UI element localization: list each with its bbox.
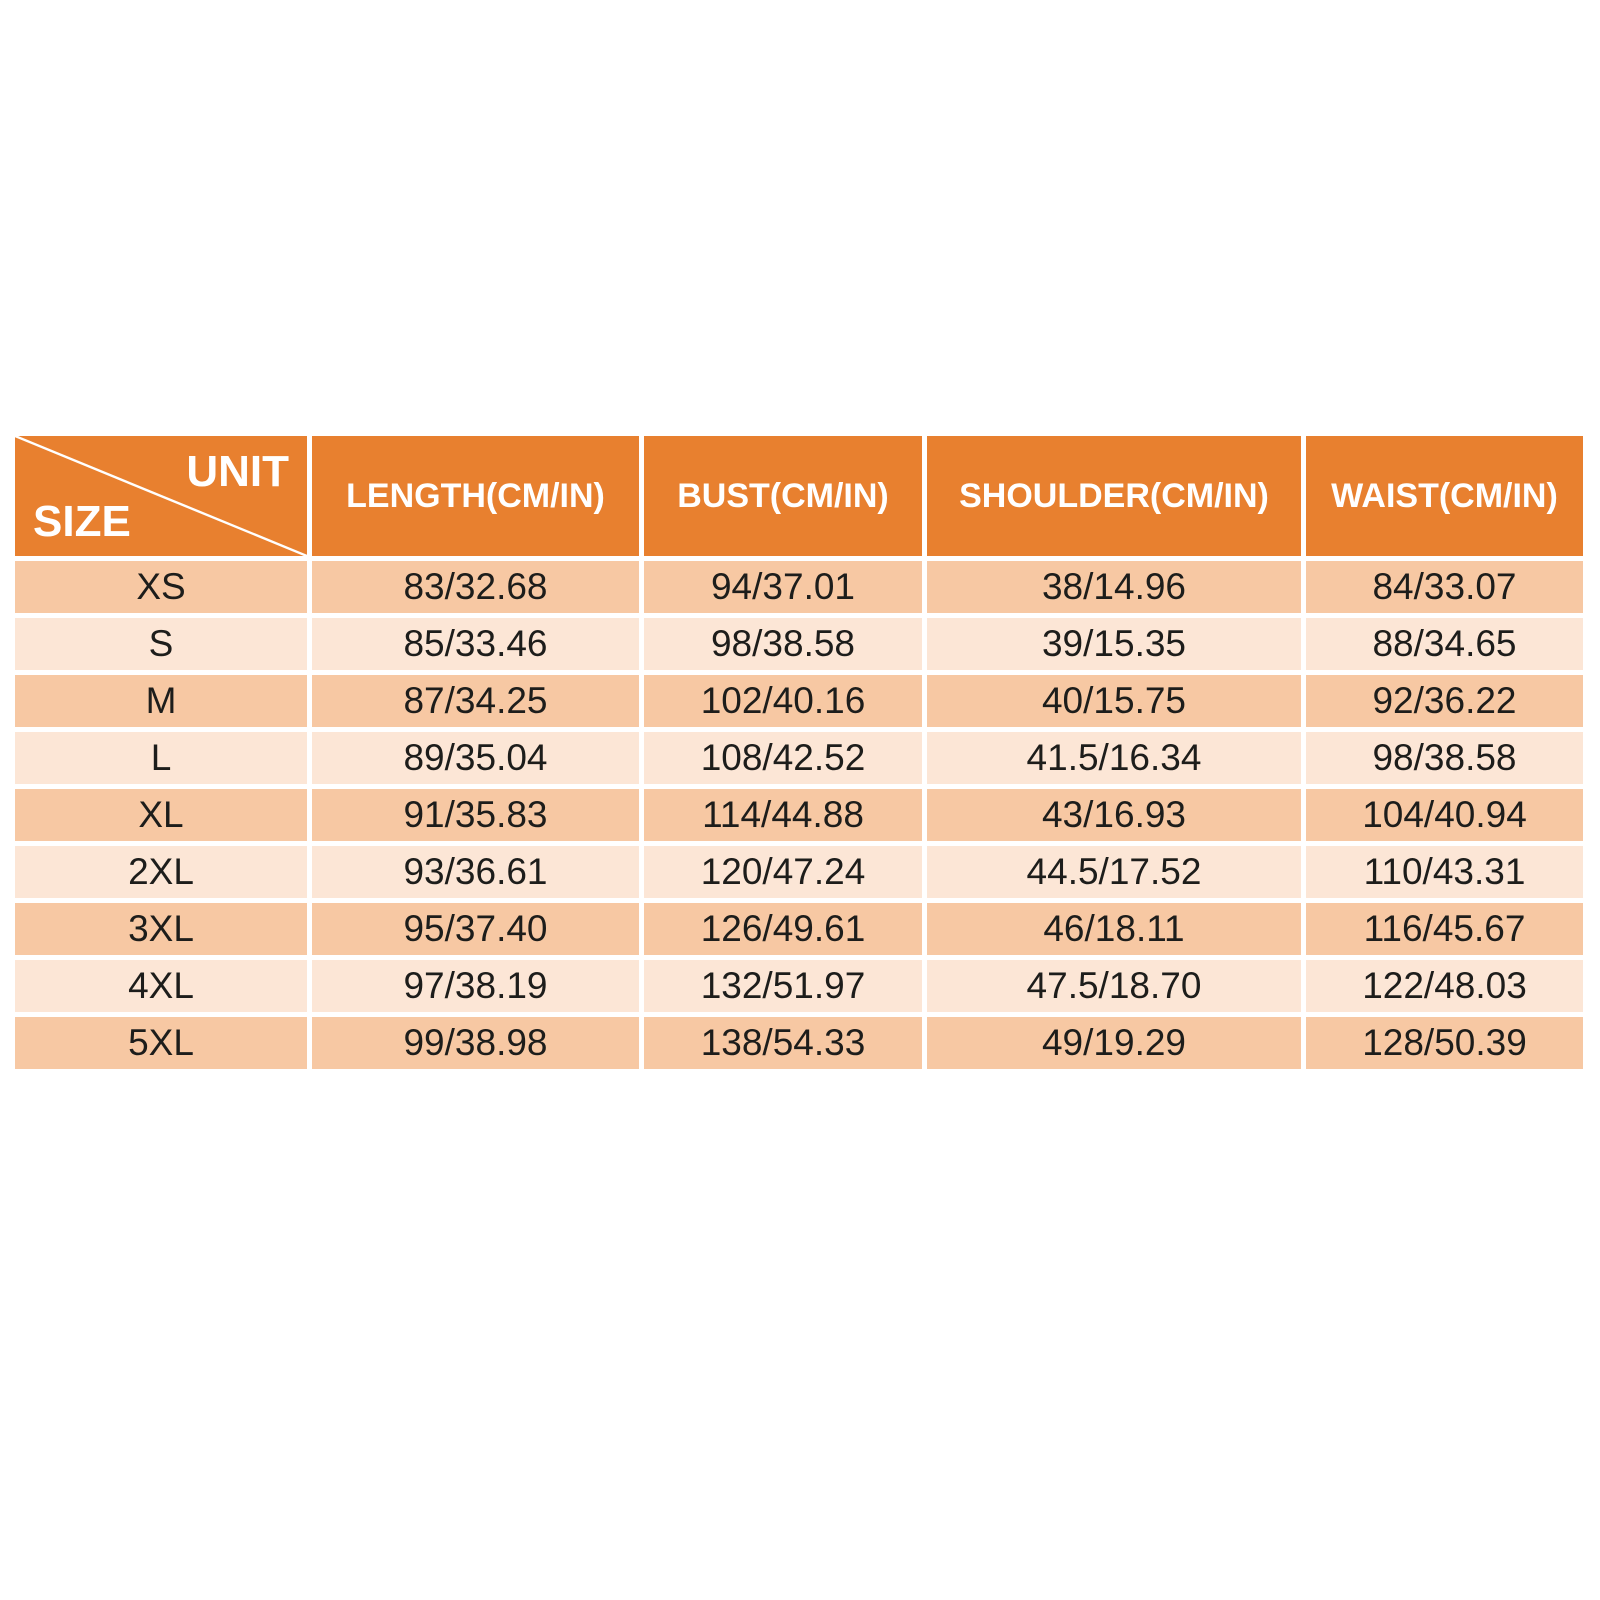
size-cell: 5XL — [15, 1017, 307, 1069]
column-header-bust: BUST(CM/IN) — [644, 436, 922, 556]
length-cell: 97/38.19 — [312, 960, 639, 1012]
length-cell: 99/38.98 — [312, 1017, 639, 1069]
length-cell: 87/34.25 — [312, 675, 639, 727]
waist-cell: 128/50.39 — [1306, 1017, 1583, 1069]
waist-cell: 98/38.58 — [1306, 732, 1583, 784]
size-cell: 3XL — [15, 903, 307, 955]
waist-cell: 110/43.31 — [1306, 846, 1583, 898]
shoulder-cell: 49/19.29 — [927, 1017, 1301, 1069]
table-row: L 89/35.04 108/42.52 41.5/16.34 98/38.58 — [15, 732, 1583, 784]
bust-cell: 126/49.61 — [644, 903, 922, 955]
waist-cell: 104/40.94 — [1306, 789, 1583, 841]
length-cell: 91/35.83 — [312, 789, 639, 841]
bust-cell: 102/40.16 — [644, 675, 922, 727]
length-cell: 85/33.46 — [312, 618, 639, 670]
column-header-waist: WAIST(CM/IN) — [1306, 436, 1583, 556]
bust-cell: 98/38.58 — [644, 618, 922, 670]
table-row: 5XL 99/38.98 138/54.33 49/19.29 128/50.3… — [15, 1017, 1583, 1069]
header-row: UNIT SIZE LENGTH(CM/IN) BUST(CM/IN) SHOU… — [15, 436, 1583, 556]
size-chart-body: XS 83/32.68 94/37.01 38/14.96 84/33.07 S… — [15, 561, 1583, 1069]
bust-cell: 120/47.24 — [644, 846, 922, 898]
column-header-shoulder: SHOULDER(CM/IN) — [927, 436, 1301, 556]
size-chart-table: UNIT SIZE LENGTH(CM/IN) BUST(CM/IN) SHOU… — [10, 431, 1588, 1074]
table-row: M 87/34.25 102/40.16 40/15.75 92/36.22 — [15, 675, 1583, 727]
table-row: XS 83/32.68 94/37.01 38/14.96 84/33.07 — [15, 561, 1583, 613]
size-cell: 2XL — [15, 846, 307, 898]
shoulder-cell: 47.5/18.70 — [927, 960, 1301, 1012]
waist-cell: 84/33.07 — [1306, 561, 1583, 613]
size-cell: S — [15, 618, 307, 670]
unit-size-corner-cell: UNIT SIZE — [15, 436, 307, 556]
shoulder-cell: 39/15.35 — [927, 618, 1301, 670]
table-row: S 85/33.46 98/38.58 39/15.35 88/34.65 — [15, 618, 1583, 670]
length-cell: 93/36.61 — [312, 846, 639, 898]
waist-cell: 88/34.65 — [1306, 618, 1583, 670]
bust-cell: 94/37.01 — [644, 561, 922, 613]
shoulder-cell: 41.5/16.34 — [927, 732, 1301, 784]
table-row: 2XL 93/36.61 120/47.24 44.5/17.52 110/43… — [15, 846, 1583, 898]
table-row: XL 91/35.83 114/44.88 43/16.93 104/40.94 — [15, 789, 1583, 841]
shoulder-cell: 46/18.11 — [927, 903, 1301, 955]
size-cell: L — [15, 732, 307, 784]
shoulder-cell: 43/16.93 — [927, 789, 1301, 841]
bust-cell: 132/51.97 — [644, 960, 922, 1012]
bust-cell: 114/44.88 — [644, 789, 922, 841]
waist-cell: 92/36.22 — [1306, 675, 1583, 727]
waist-cell: 122/48.03 — [1306, 960, 1583, 1012]
length-cell: 83/32.68 — [312, 561, 639, 613]
bust-cell: 108/42.52 — [644, 732, 922, 784]
corner-unit-label: UNIT — [186, 447, 289, 496]
column-header-length: LENGTH(CM/IN) — [312, 436, 639, 556]
size-cell: XL — [15, 789, 307, 841]
length-cell: 89/35.04 — [312, 732, 639, 784]
diagonal-divider-icon — [15, 436, 307, 556]
waist-cell: 116/45.67 — [1306, 903, 1583, 955]
shoulder-cell: 40/15.75 — [927, 675, 1301, 727]
length-cell: 95/37.40 — [312, 903, 639, 955]
size-cell: 4XL — [15, 960, 307, 1012]
size-cell: XS — [15, 561, 307, 613]
table-row: 3XL 95/37.40 126/49.61 46/18.11 116/45.6… — [15, 903, 1583, 955]
size-cell: M — [15, 675, 307, 727]
shoulder-cell: 38/14.96 — [927, 561, 1301, 613]
size-chart-header: UNIT SIZE LENGTH(CM/IN) BUST(CM/IN) SHOU… — [15, 436, 1583, 556]
table-row: 4XL 97/38.19 132/51.97 47.5/18.70 122/48… — [15, 960, 1583, 1012]
shoulder-cell: 44.5/17.52 — [927, 846, 1301, 898]
corner-size-label: SIZE — [33, 497, 131, 546]
bust-cell: 138/54.33 — [644, 1017, 922, 1069]
